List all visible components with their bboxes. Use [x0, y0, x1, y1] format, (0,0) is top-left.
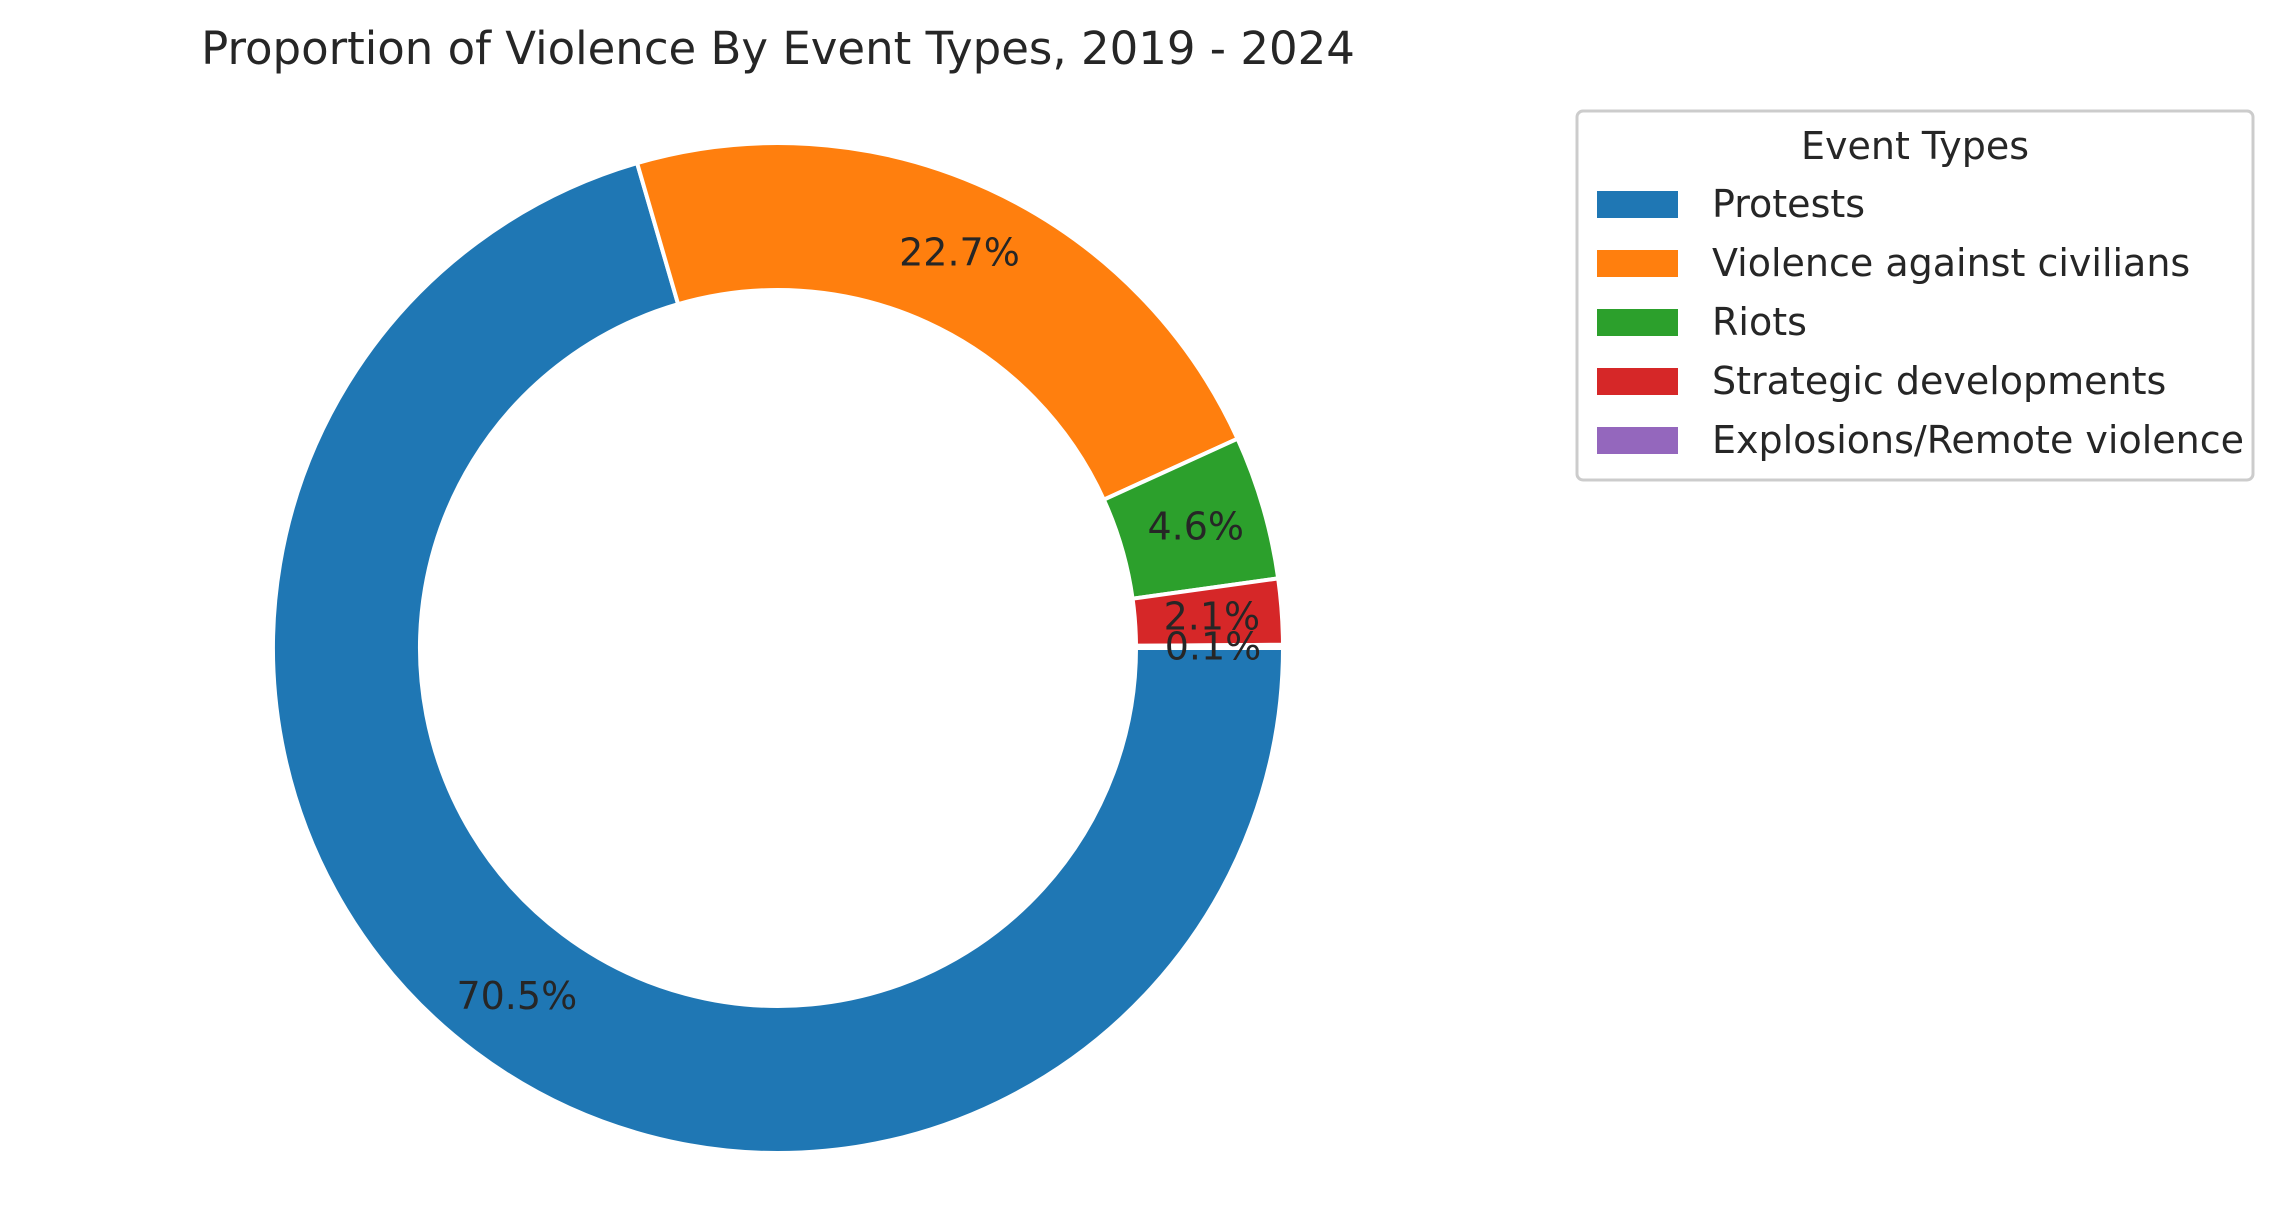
legend-swatch-3 — [1597, 368, 1678, 395]
slice-4 — [1133, 642, 1285, 650]
donut-slices — [271, 141, 1285, 1155]
slice-label-0: 70.5% — [456, 974, 577, 1018]
legend-label-1: Violence against civilians — [1712, 241, 2190, 285]
legend-label-4: Explosions/Remote violence — [1712, 418, 2244, 462]
legend-swatch-4 — [1597, 427, 1678, 454]
legend-items: Protests Violence against civilians Riots S… — [1597, 182, 2244, 462]
legend-swatch-1 — [1597, 250, 1678, 277]
slice-0 — [271, 161, 1285, 1155]
legend-title: Event Types — [1801, 124, 2029, 168]
legend-label-0: Protests — [1712, 182, 1865, 226]
legend: Event Types Protests Violence against civ… — [1575, 109, 2255, 482]
slice-label-4: 0.1% — [1165, 625, 1262, 669]
slice-label-3: 2.1% — [1164, 595, 1261, 639]
legend-frame — [1575, 109, 2255, 482]
legend-label-3: Strategic developments — [1712, 359, 2166, 403]
slice-label-2: 4.6% — [1147, 505, 1244, 549]
chart-title: Proportion of Violence By Event Types, 2… — [201, 22, 1355, 75]
legend-swatch-0 — [1597, 191, 1678, 218]
slice-label-1: 22.7% — [899, 231, 1020, 275]
legend-swatch-2 — [1597, 309, 1678, 336]
legend-label-2: Riots — [1712, 300, 1807, 344]
percentage-labels: 70.5% 22.7% 4.6% 2.1%0.1% — [456, 231, 1261, 1018]
slice-1 — [635, 141, 1240, 502]
